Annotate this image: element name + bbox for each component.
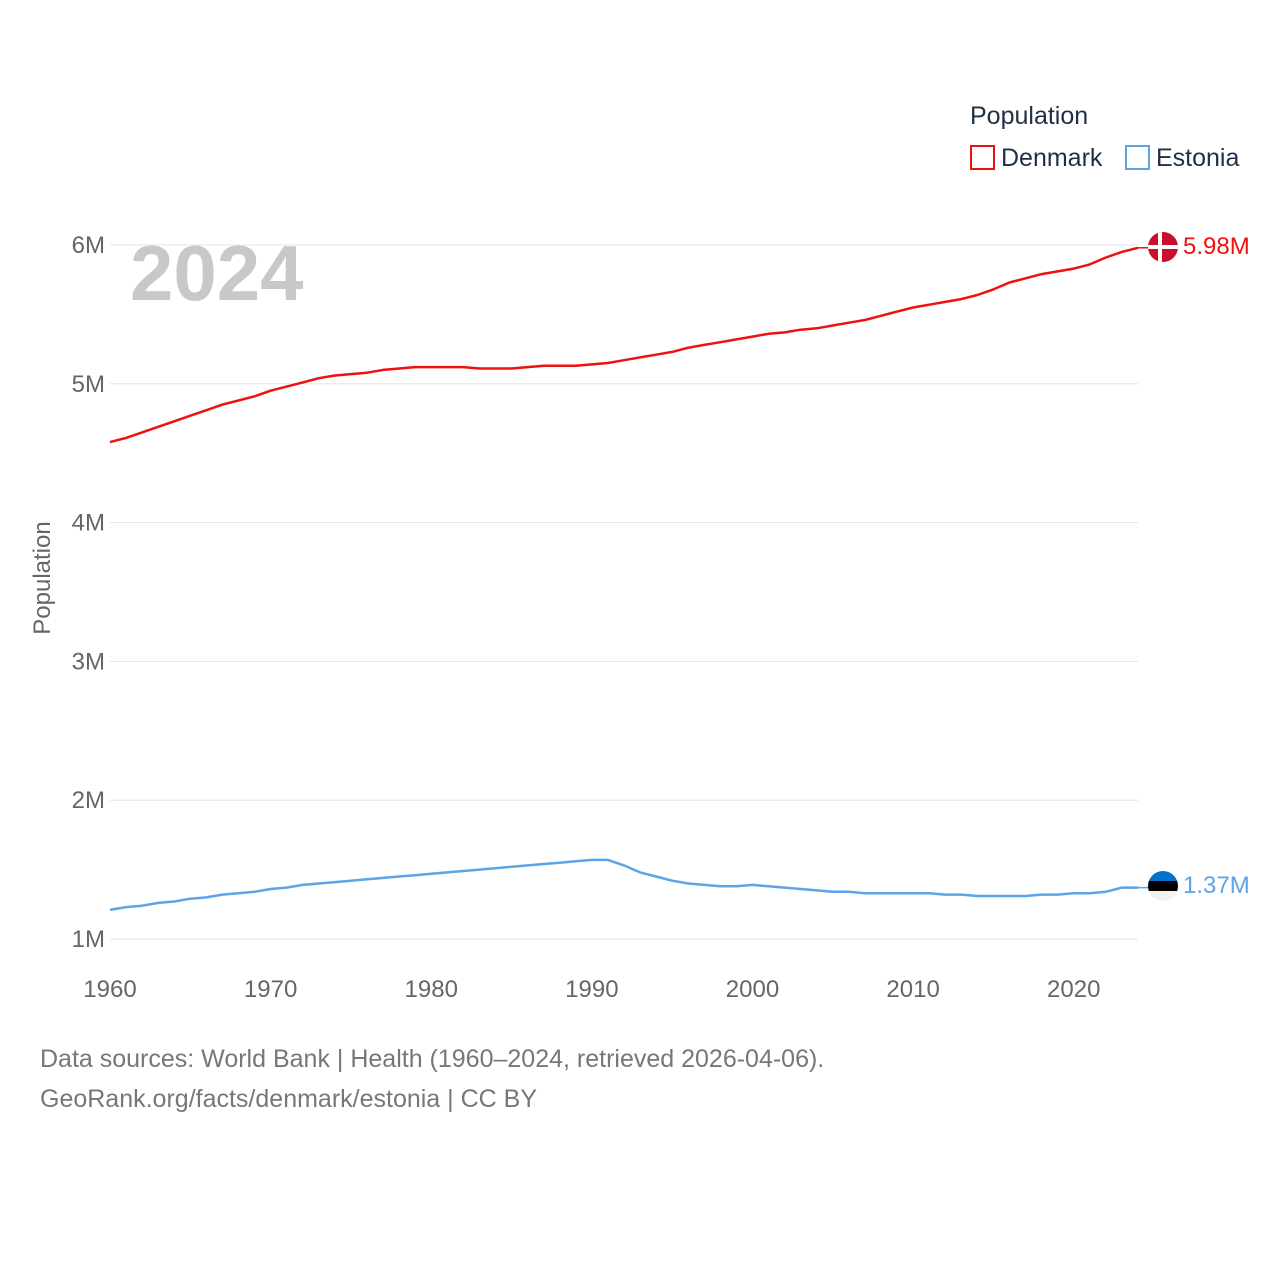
series-line-denmark[interactable] — [109, 246, 1139, 444]
legend-swatch-denmark — [970, 145, 995, 170]
gridlines — [110, 244, 1138, 940]
x-tick-label: 1970 — [244, 976, 297, 1003]
y-axis-label: Population — [29, 521, 56, 634]
x-tick-label: 2020 — [1047, 976, 1100, 1003]
x-axis-ticks: 1960 1970 1980 1990 2000 2010 2020 — [83, 976, 1100, 1003]
legend-label-estonia: Estonia — [1156, 144, 1239, 172]
x-tick-label: 1990 — [565, 976, 618, 1003]
x-tick-label: 2010 — [886, 976, 939, 1003]
y-tick-label: 3M — [72, 648, 105, 675]
y-tick-label: 1M — [72, 926, 105, 953]
end-label-estonia: 1.37M — [1183, 872, 1250, 899]
y-tick-label: 6M — [72, 232, 105, 259]
estonia-flag-icon — [1148, 871, 1178, 901]
y-axis-ticks: 1M 2M 3M 4M 5M 6M — [72, 232, 105, 953]
series-line-estonia[interactable] — [109, 858, 1138, 912]
y-tick-label: 2M — [72, 787, 105, 814]
series-lines — [109, 246, 1148, 912]
year-label: 2024 — [130, 229, 304, 317]
legend-title: Population — [970, 102, 1088, 130]
x-tick-label: 1960 — [83, 976, 136, 1003]
denmark-flag-icon — [1148, 232, 1178, 262]
legend-swatch-estonia — [1125, 145, 1150, 170]
x-tick-label: 1980 — [405, 976, 458, 1003]
footer-attribution[interactable]: GeoRank.org/facts/denmark/estonia | CC B… — [40, 1085, 537, 1113]
end-label-denmark: 5.98M — [1183, 233, 1250, 260]
y-tick-label: 5M — [72, 371, 105, 398]
legend-item-denmark[interactable]: Denmark — [970, 144, 1103, 172]
legend: Population Denmark Estonia — [970, 102, 1239, 172]
legend-item-estonia[interactable]: Estonia — [1125, 144, 1239, 172]
x-tick-label: 2000 — [726, 976, 779, 1003]
legend-label-denmark: Denmark — [1001, 144, 1103, 172]
footer-sources: Data sources: World Bank | Health (1960–… — [40, 1045, 825, 1073]
y-tick-label: 4M — [72, 510, 105, 537]
